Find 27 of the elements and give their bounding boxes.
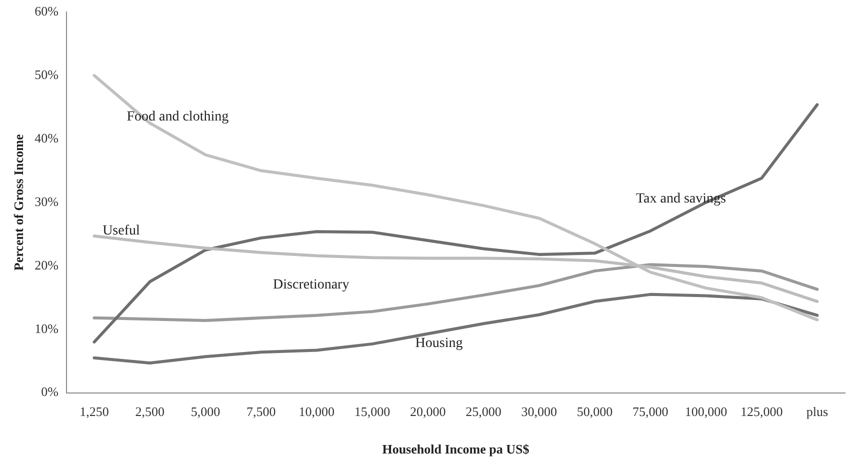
x-tick-label: 1,250	[80, 404, 109, 420]
y-tick-label: 50%	[34, 66, 59, 82]
x-tick-label: 10,000	[298, 404, 335, 420]
x-tick-label: 25,000	[466, 404, 502, 420]
y-tick-label: 10%	[34, 320, 59, 336]
x-tick-label: 125,000	[740, 404, 783, 420]
x-tick-label: 20,000	[410, 404, 446, 420]
x-tick-label: 2,500	[135, 404, 164, 420]
series-label: Food and clothing	[126, 109, 229, 124]
x-tick-label: plus	[806, 404, 828, 420]
x-tick-label: 15,000	[354, 404, 390, 420]
y-tick-label: 40%	[34, 130, 59, 146]
y-tick-label: 30%	[34, 194, 59, 209]
x-tick-label: 100,000	[684, 404, 728, 420]
series-label: Useful	[102, 224, 140, 239]
x-tick-label: 30,000	[521, 404, 558, 420]
y-tick-label: 20%	[34, 257, 59, 272]
y-axis-title: Percent of Gross Income	[11, 134, 26, 271]
x-tick-label: 50,000	[576, 404, 613, 420]
series-label: Discretionary	[273, 278, 350, 293]
y-tick-label: 60%	[34, 3, 59, 18]
series-label: Housing	[415, 336, 463, 351]
y-tick-label: 0%	[41, 384, 59, 400]
x-tick-label: 7,500	[246, 404, 276, 420]
x-tick-label: 5,000	[190, 404, 220, 420]
x-tick-label: 75,000	[632, 404, 668, 420]
x-axis-title: Household Income pa US$	[382, 442, 530, 457]
